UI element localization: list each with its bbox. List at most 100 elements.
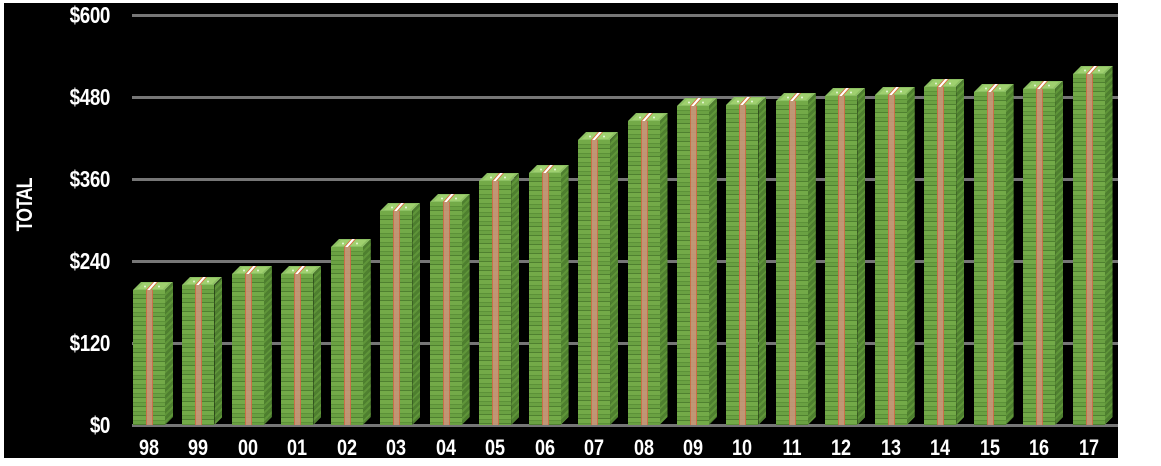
bar-11 <box>775 92 816 425</box>
bill-stack-front <box>775 100 808 425</box>
x-tick-label: 02 <box>336 435 357 460</box>
bar-16 <box>1023 81 1064 425</box>
bill-stack-top <box>429 193 470 202</box>
bill-stack-side <box>857 87 866 425</box>
y-tick-label: $600 <box>69 1 111 28</box>
bill-strap <box>146 290 153 425</box>
bill-stack-front <box>231 273 264 425</box>
x-tick-label: 07 <box>584 435 605 460</box>
x-tick-label: 13 <box>880 435 901 460</box>
bar-05 <box>479 173 520 425</box>
bill-stack-side <box>906 86 915 425</box>
bill-stack-side <box>708 98 717 425</box>
x-tick-label: 04 <box>435 435 456 460</box>
gridline <box>132 259 1118 263</box>
x-tick-label: 01 <box>287 435 308 460</box>
bill-stack-side <box>659 113 668 425</box>
bill-strap <box>986 91 994 425</box>
bill-stack-front <box>578 140 611 425</box>
bar-04 <box>429 193 470 425</box>
x-tick-label: 03 <box>386 435 407 460</box>
bill-stack-side <box>610 132 619 425</box>
bill-stack-top <box>1023 81 1064 90</box>
bill-stack-side <box>461 193 470 425</box>
bar-12 <box>825 87 866 425</box>
bill-strap <box>937 87 945 425</box>
bar-15 <box>973 83 1014 425</box>
x-tick-label: 10 <box>732 435 753 460</box>
bill-stack-front <box>133 290 165 425</box>
chart-panel: TOTAL $0 $120 $240 $360 $480 $600 98 99 00 01 02 0… <box>4 1 1118 460</box>
x-tick-label: 98 <box>138 435 160 460</box>
y-tick-label: $120 <box>69 329 111 356</box>
bill-strap <box>838 95 846 425</box>
bill-stack-side <box>362 239 371 425</box>
y-axis-ticks: $0 $120 $240 $360 $480 $600 <box>18 1 111 458</box>
bill-stack-side <box>412 202 421 425</box>
bill-stack-side <box>165 282 173 425</box>
bill-strap <box>591 140 599 425</box>
bill-stack-top <box>231 265 272 274</box>
bill-stack-side <box>1005 83 1014 425</box>
gridline <box>132 424 1118 427</box>
bill-strap <box>195 285 203 425</box>
bill-stack-top <box>627 113 668 122</box>
bill-stack-front <box>1023 89 1056 425</box>
gridline <box>132 341 1118 345</box>
bill-stack-top <box>281 265 322 274</box>
bill-strap <box>1085 74 1093 425</box>
bill-stack-top <box>133 282 173 291</box>
gridline <box>132 13 1118 17</box>
bill-stack-top <box>825 87 866 96</box>
bill-stack-front <box>627 121 660 425</box>
bill-strap <box>1036 89 1044 425</box>
bill-strap <box>393 210 401 425</box>
x-tick-label: 17 <box>1078 435 1099 460</box>
bill-stack-side <box>807 92 816 425</box>
bar-01 <box>281 265 322 425</box>
bill-stack-side <box>214 277 223 425</box>
bill-stack-top <box>380 202 421 211</box>
bill-stack-side <box>313 265 322 425</box>
bill-stack-front <box>1072 74 1105 425</box>
bill-strap <box>492 181 500 425</box>
bill-strap <box>541 173 549 425</box>
gridline <box>132 95 1118 99</box>
bill-stack-side <box>511 173 520 425</box>
bar-99 <box>182 277 223 425</box>
bill-stack-side <box>560 165 569 425</box>
x-tick-label: 00 <box>237 435 258 460</box>
bill-strap <box>887 94 895 425</box>
bill-stack-top <box>924 79 965 88</box>
bar-17 <box>1072 66 1113 425</box>
x-tick-label: 05 <box>485 435 506 460</box>
bar-06 <box>528 165 569 425</box>
x-tick-label: 15 <box>979 435 1000 460</box>
bill-stack-top <box>330 239 371 248</box>
x-tick-label: 12 <box>831 435 852 460</box>
x-tick-label: 14 <box>930 435 951 460</box>
bill-stack-top <box>578 132 619 141</box>
y-tick-label: $360 <box>69 165 111 192</box>
y-tick-label: $0 <box>89 412 111 438</box>
bill-stack-front <box>676 106 709 425</box>
x-tick-label: 06 <box>534 435 555 460</box>
bill-stack-top <box>676 98 717 107</box>
bill-strap <box>343 247 351 425</box>
bill-stack-top <box>528 165 569 174</box>
x-tick-label: 09 <box>682 435 703 460</box>
bill-stack-top <box>874 86 915 95</box>
x-tick-label: 16 <box>1029 435 1050 460</box>
bill-stack-front <box>182 285 215 425</box>
bill-stack-front <box>874 94 907 425</box>
bar-03 <box>380 202 421 425</box>
x-tick-label: 11 <box>782 435 802 460</box>
bill-stack-top <box>1072 66 1113 75</box>
bill-stack-side <box>758 96 767 425</box>
bar-10 <box>726 96 767 425</box>
bill-strap <box>244 273 252 425</box>
bill-stack-front <box>825 95 858 425</box>
bill-strap <box>689 106 697 425</box>
bar-02 <box>330 239 371 425</box>
bill-strap <box>294 273 302 425</box>
